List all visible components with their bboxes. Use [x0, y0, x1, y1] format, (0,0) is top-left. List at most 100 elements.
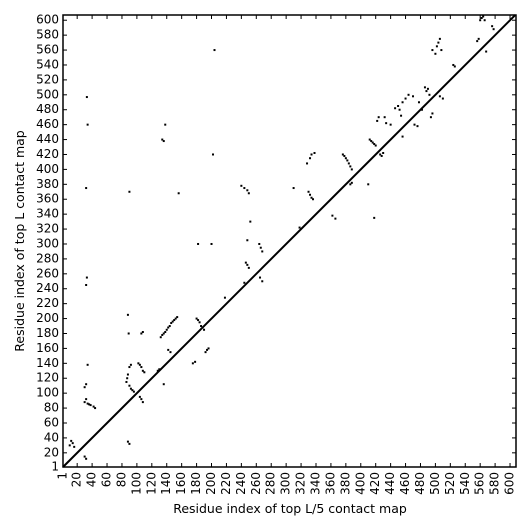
contact-point [161, 138, 164, 141]
contact-point [194, 360, 197, 363]
y-tick-label: 600 [36, 13, 59, 27]
y-tick-label: 440 [36, 132, 59, 146]
contact-point [310, 196, 313, 199]
contact-point [162, 332, 165, 335]
contact-point [349, 183, 352, 186]
contact-point [249, 220, 252, 223]
y-tick-label: 300 [36, 236, 59, 250]
contact-point [126, 440, 129, 443]
contact-point [476, 40, 479, 43]
contact-point [143, 371, 146, 374]
contact-point [485, 50, 488, 53]
contact-point [126, 313, 129, 316]
x-tick-label: 20 [70, 472, 84, 487]
contact-point [480, 16, 483, 19]
contact-point [309, 157, 312, 160]
contact-point [438, 37, 441, 40]
contact-point [477, 37, 480, 40]
x-tick-label: 300 [279, 472, 293, 495]
contact-point [292, 187, 295, 190]
y-tick-label: 340 [36, 207, 59, 221]
y-tick-label: 180 [36, 326, 59, 340]
x-tick-label: 160 [174, 472, 188, 495]
y-tick-label: 460 [36, 117, 59, 131]
contact-point [259, 276, 262, 279]
contact-point [334, 217, 337, 220]
contact-point [212, 153, 215, 156]
x-tick-label: 280 [264, 472, 278, 495]
contact-point [141, 401, 144, 404]
y-tick-label: 500 [36, 87, 59, 101]
contact-point [370, 140, 373, 143]
contact-point [140, 366, 143, 369]
y-tick-label: 420 [36, 147, 59, 161]
contact-point [126, 377, 129, 380]
contact-point [426, 87, 429, 90]
contact-point [162, 383, 165, 386]
contact-point [349, 165, 352, 168]
contact-point [309, 193, 312, 196]
contact-point [85, 187, 88, 190]
x-tick-label: 120 [144, 472, 158, 495]
y-tick-label: 400 [36, 162, 59, 176]
x-tick-label: 580 [488, 472, 502, 495]
contact-point [404, 97, 407, 100]
contact-point [85, 276, 88, 279]
contact-point [88, 403, 91, 406]
contact-point [137, 362, 140, 365]
x-tick-label: 520 [443, 472, 457, 495]
contact-point [368, 138, 371, 141]
contact-point [203, 328, 206, 331]
contact-point [313, 151, 316, 154]
contact-point [307, 190, 310, 193]
y-tick-label: 200 [36, 311, 59, 325]
contact-point [85, 457, 88, 460]
contact-point [431, 49, 434, 52]
x-tick-label: 560 [473, 472, 487, 495]
contact-point [341, 153, 344, 156]
contact-point [429, 116, 432, 119]
x-tick-label: 400 [353, 472, 367, 495]
contact-point [73, 445, 76, 448]
contact-point [164, 330, 167, 333]
contact-point [138, 395, 141, 398]
y-tick-label: 380 [36, 177, 59, 191]
contact-point [440, 49, 443, 52]
contact-point [413, 123, 416, 126]
contact-point [213, 49, 216, 52]
y-tick-label: 240 [36, 281, 59, 295]
x-tick-label: 180 [189, 472, 203, 495]
contact-point [94, 407, 97, 410]
contact-point [244, 261, 247, 264]
contact-point [201, 326, 204, 329]
contact-point [206, 348, 209, 351]
contact-point [129, 363, 132, 366]
contact-point [170, 322, 173, 325]
x-tick-label: 340 [308, 472, 322, 495]
contact-point [131, 389, 134, 392]
contact-point [312, 198, 315, 201]
contact-point [83, 401, 86, 404]
contact-point [128, 190, 131, 193]
plot-frame [62, 14, 517, 468]
contact-point [425, 90, 428, 93]
y-tick-label: 140 [36, 356, 59, 370]
contact-point [176, 316, 179, 319]
contact-point [343, 154, 346, 157]
contact-point [394, 107, 397, 110]
y-tick-label: 40 [44, 430, 59, 444]
contact-point [171, 320, 174, 323]
contact-point [482, 15, 485, 18]
contact-point [385, 122, 388, 125]
y-tick-label: 560 [36, 43, 59, 57]
x-tick-label: 1 [56, 472, 70, 480]
contact-point [412, 95, 415, 98]
contact-point [479, 19, 482, 22]
x-tick-label: 540 [458, 472, 472, 495]
contact-point [138, 363, 141, 366]
contact-point [246, 263, 249, 266]
contact-point [141, 369, 144, 372]
contact-point [441, 97, 444, 100]
contact-point [85, 398, 88, 401]
